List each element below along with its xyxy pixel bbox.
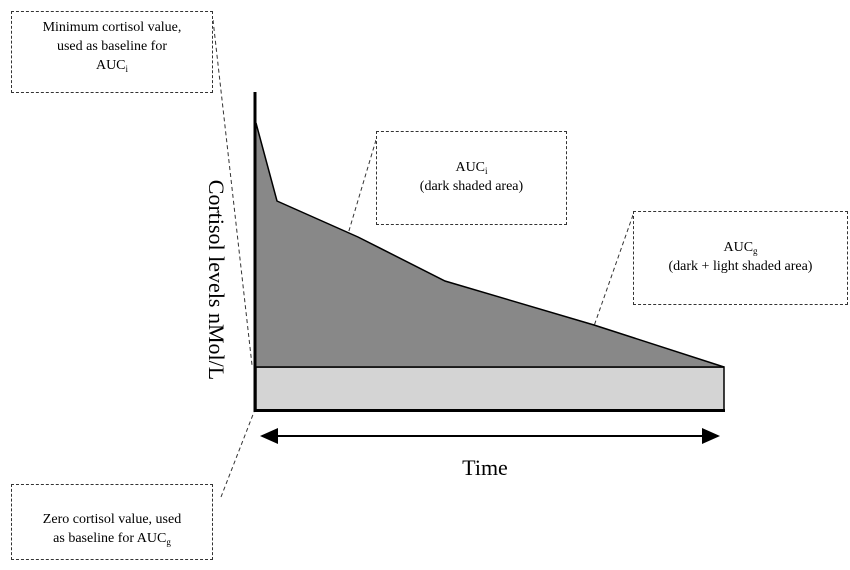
callout-auci-sub: i [485,166,488,176]
callout-zero-text: as baseline for AUC [53,531,167,546]
cortisol-curve [255,122,725,368]
leader-auc-g [593,214,634,327]
leader-min-baseline [212,19,253,366]
callout-aucg-title: AUCg [638,238,843,257]
callout-auci-title: AUCi [381,158,562,177]
callout-min-auc: AUC [95,58,126,73]
callout-auci-desc: (dark shaded area) [419,179,524,194]
leader-auc-i [347,139,377,235]
callout-aucg-sub: g [753,246,758,256]
callout-zero-line1: Zero cortisol value, used [42,512,182,527]
callout-auci-auc: AUC [455,160,486,175]
x-axis-label: Time [462,455,508,480]
leader-zero-baseline [220,411,255,498]
dark-shaded-area [256,123,724,367]
callout-zero-line2: as baseline for AUCg [16,529,208,548]
callout-min-line3: AUCi [16,56,208,75]
callout-zero-sub: g [166,537,171,547]
callout-auc-i: AUCi (dark shaded area) [376,131,567,225]
light-shaded-area [255,366,725,411]
callout-minimum-baseline: Minimum cortisol value, used as baseline… [11,11,213,93]
callout-zero-baseline: Zero cortisol value, used as baseline fo… [11,484,213,560]
callout-aucg-auc: AUC [723,240,754,255]
y-axis-label-text: Cortisol levels nMol/L [204,179,229,381]
callout-min-line2: used as baseline for [56,39,168,54]
callout-min-sub: i [125,64,129,74]
callout-auc-g: AUCg (dark + light shaded area) [633,211,848,305]
callout-min-line1: Minimum cortisol value, [42,20,182,35]
callout-aucg-desc: (dark + light shaded area) [668,259,813,274]
